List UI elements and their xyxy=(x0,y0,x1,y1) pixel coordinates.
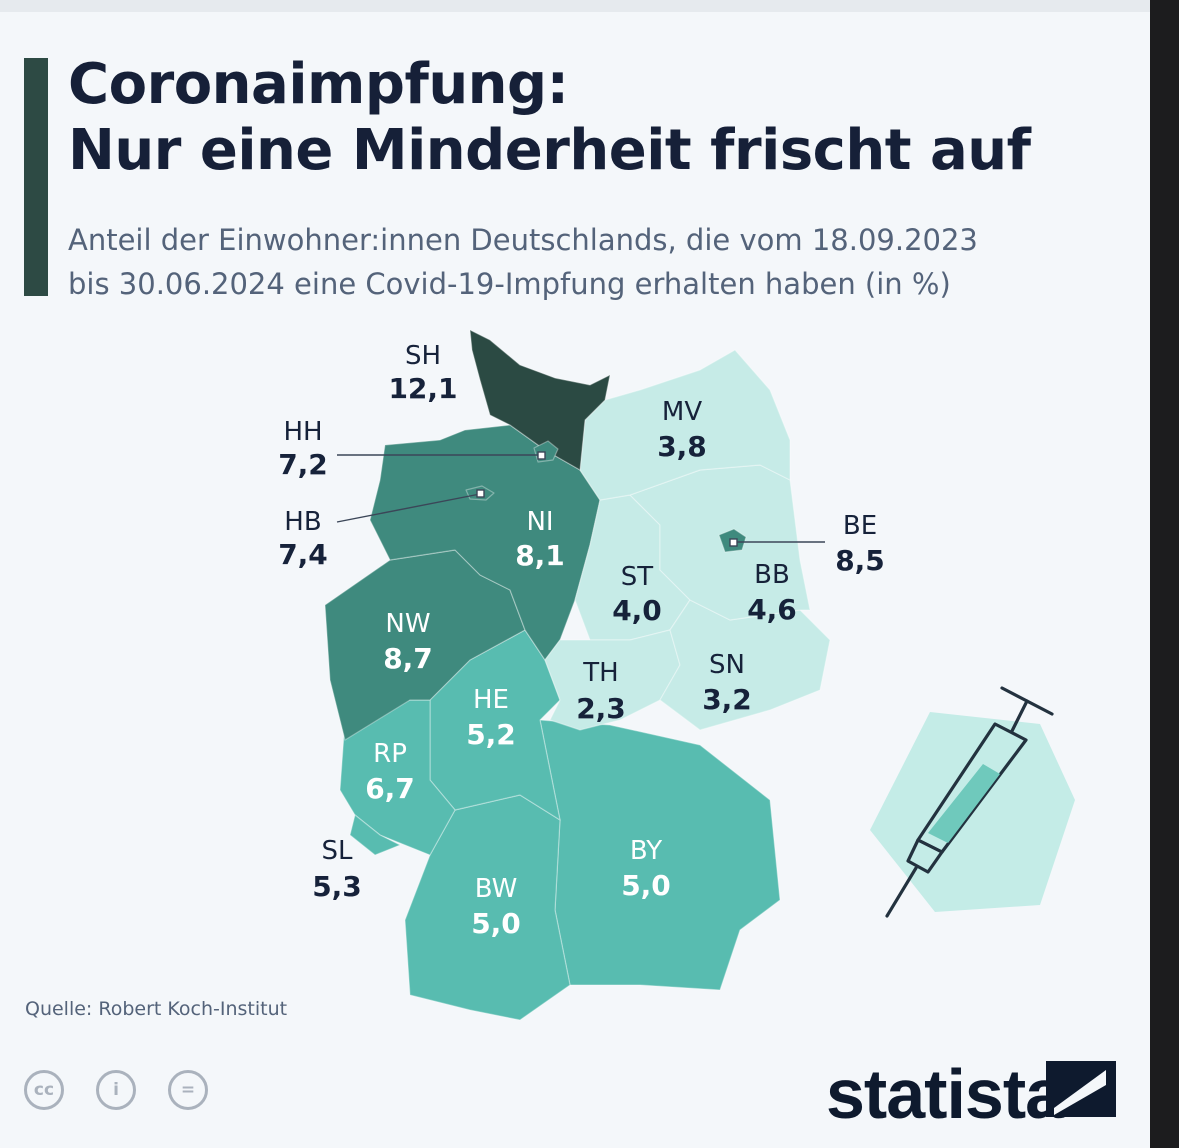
state-name-BB: BB xyxy=(754,560,790,590)
state-value-SH: 12,1 xyxy=(388,372,457,405)
state-label-BY: BY5,0 xyxy=(621,836,671,902)
state-name-RP: RP xyxy=(373,739,407,769)
subtitle-line-1: Anteil der Einwohner:innen Deutschlands,… xyxy=(68,223,978,257)
state-label-MV: MV3,8 xyxy=(657,397,707,463)
statista-logo-icon xyxy=(1046,1061,1116,1117)
state-label-HB: HB7,4 xyxy=(278,507,328,571)
state-label-HH: HH7,2 xyxy=(278,417,328,481)
state-name-SH: SH xyxy=(405,341,441,371)
state-shape-SH xyxy=(469,329,611,471)
state-shapes xyxy=(324,329,831,1021)
state-name-BE: BE xyxy=(843,511,877,541)
state-value-MV: 3,8 xyxy=(657,430,707,463)
state-value-NW: 8,7 xyxy=(383,642,433,675)
syringe-icon-plunger-rod xyxy=(1010,699,1029,733)
leader-marker-BE xyxy=(729,538,738,547)
state-shape-NW xyxy=(324,549,526,741)
state-name-NI: NI xyxy=(526,507,553,537)
syringe-icon-liquid xyxy=(928,764,1000,843)
state-name-BY: BY xyxy=(630,836,662,866)
state-shape-BW xyxy=(404,794,571,1021)
state-name-HB: HB xyxy=(284,507,321,537)
state-value-NI: 8,1 xyxy=(515,539,565,572)
state-value-HB: 7,4 xyxy=(278,538,328,571)
state-label-HE: HE5,2 xyxy=(466,685,516,751)
leader-marker-HB xyxy=(476,489,485,498)
equals-icon[interactable]: = xyxy=(168,1070,208,1110)
state-name-SN: SN xyxy=(709,650,745,680)
state-label-BE: BE8,5 xyxy=(835,511,885,577)
source-note: Quelle: Robert Koch-Institut xyxy=(25,998,288,1020)
state-label-BW: BW5,0 xyxy=(471,874,521,940)
statista-logo[interactable]: statista xyxy=(826,1055,1064,1133)
state-name-SL: SL xyxy=(322,836,354,866)
leader-markers xyxy=(476,451,738,547)
state-name-TH: TH xyxy=(582,658,618,688)
leader-line-HB xyxy=(336,493,481,523)
state-label-NI: NI8,1 xyxy=(515,507,565,572)
state-value-SN: 3,2 xyxy=(702,683,752,716)
state-label-ST: ST4,0 xyxy=(612,562,662,627)
cc-icon[interactable]: cc xyxy=(24,1070,64,1110)
title-line-2: Nur eine Minderheit frischt auf xyxy=(68,118,1031,183)
state-value-HE: 5,2 xyxy=(466,718,516,751)
state-label-NW: NW8,7 xyxy=(383,609,433,675)
state-value-ST: 4,0 xyxy=(612,594,662,627)
right-edge xyxy=(1150,0,1179,1148)
state-label-TH: TH 2,3 xyxy=(576,658,626,725)
state-value-BW: 5,0 xyxy=(471,907,521,940)
state-label-SN: SN3,2 xyxy=(702,650,752,716)
syringe-icon-needle xyxy=(885,866,918,918)
top-strip xyxy=(0,0,1150,12)
state-name-MV: MV xyxy=(662,397,702,427)
leader-lines xyxy=(336,454,825,543)
title-accent-bar xyxy=(24,58,48,296)
state-label-RP: RP6,7 xyxy=(365,739,415,805)
chart-title: Coronaimpfung: Nur eine Minderheit frisc… xyxy=(68,52,1031,184)
state-name-HH: HH xyxy=(283,417,322,447)
state-shape-SL xyxy=(349,814,401,856)
state-name-NW: NW xyxy=(385,609,430,639)
state-name-HE: HE xyxy=(473,685,509,715)
state-shape-BB xyxy=(629,464,811,621)
state-value-BY: 5,0 xyxy=(621,869,671,902)
state-name-BW: BW xyxy=(475,874,518,904)
state-value-BB: 4,6 xyxy=(747,593,797,626)
person-icon[interactable]: i xyxy=(96,1070,136,1110)
state-name-ST: ST xyxy=(621,562,654,592)
chart-subtitle: Anteil der Einwohner:innen Deutschlands,… xyxy=(68,218,978,306)
state-value-SL: 5,3 xyxy=(312,870,362,903)
state-value-RP: 6,7 xyxy=(365,772,415,805)
subtitle-line-2: bis 30.06.2024 eine Covid-19-Impfung erh… xyxy=(68,267,951,301)
state-shape-MV xyxy=(579,349,791,501)
state-label-SL: SL 5,3 xyxy=(312,836,362,903)
state-value-BE: 8,5 xyxy=(835,544,885,577)
leader-marker-HH xyxy=(537,451,546,460)
syringe-icon xyxy=(870,686,1075,918)
syringe-icon-hub xyxy=(906,838,944,874)
state-value-HH: 7,2 xyxy=(278,448,328,481)
state-label-BB: BB4,6 xyxy=(747,560,797,626)
state-value-TH: 2,3 xyxy=(576,692,626,725)
title-line-1: Coronaimpfung: xyxy=(68,52,569,117)
